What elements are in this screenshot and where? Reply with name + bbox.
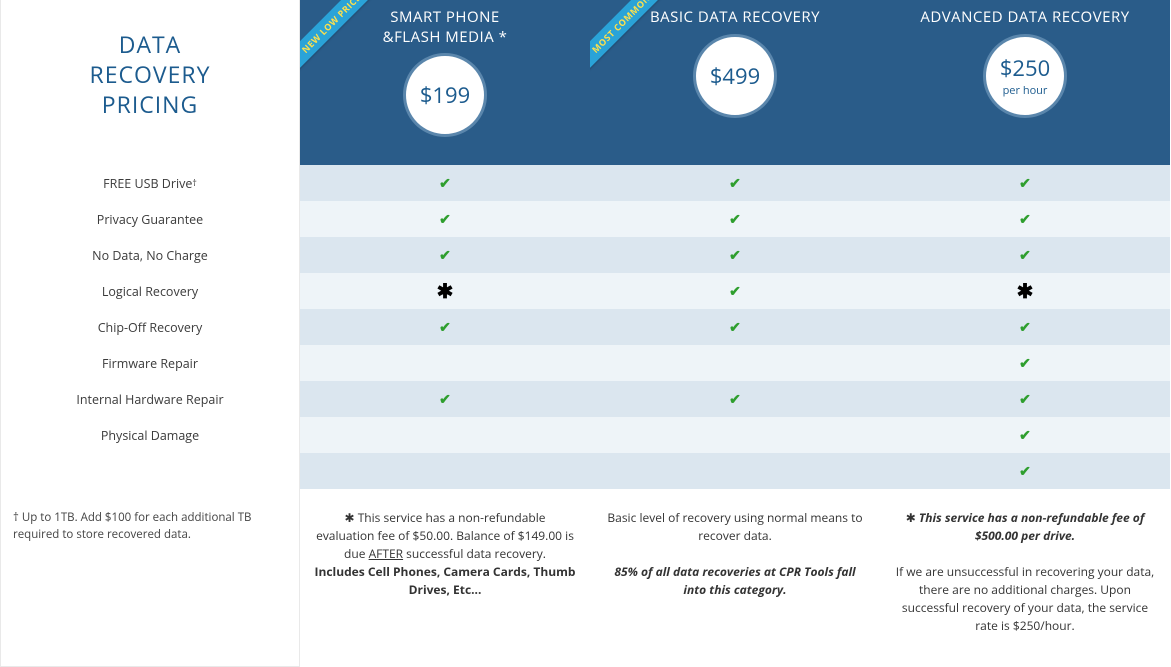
plan-title: ADVANCED DATA RECOVERY	[920, 8, 1129, 28]
feature-label: Privacy Guarantee	[1, 201, 299, 237]
feature-label: Logical Recovery	[1, 273, 299, 309]
price-amount: $499	[710, 61, 760, 91]
check-icon: ✔	[1019, 462, 1031, 481]
feature-cell: ✔	[590, 165, 880, 201]
feature-cell: ✔	[880, 309, 1170, 345]
label-footnote: † Up to 1TB. Add $100 for each additiona…	[1, 489, 299, 666]
feature-cell: ✔	[880, 453, 1170, 489]
asterisk-icon: ✱	[437, 281, 454, 301]
feature-label: FREE USB Drive †	[1, 165, 299, 201]
plan-footer: ✱ This service has a non-refundable fee …	[880, 489, 1170, 667]
feature-cell: ✔	[300, 381, 590, 417]
plan-header: ADVANCED DATA RECOVERY $250 per hour	[880, 0, 1170, 165]
check-icon: ✔	[439, 174, 451, 193]
label-column: DATARECOVERYPRICING FREE USB Drive †Priv…	[0, 0, 300, 667]
check-icon: ✔	[729, 246, 741, 265]
check-icon: ✔	[439, 318, 451, 337]
feature-rows: FREE USB Drive †Privacy GuaranteeNo Data…	[1, 165, 299, 489]
feature-label	[1, 453, 299, 489]
page-title: DATARECOVERYPRICING	[1, 0, 299, 165]
feature-cell	[590, 453, 880, 489]
feature-cell: ✔	[300, 237, 590, 273]
plan-column-advanced: ADVANCED DATA RECOVERY $250 per hour ✔ ✔ ✔…	[880, 0, 1170, 667]
plan-title: SMART PHONE&FLASH MEDIA *	[383, 8, 508, 47]
plan-header: MOST COMMON BASIC DATA RECOVERY $499	[590, 0, 880, 165]
label-footnote-text: † Up to 1TB. Add $100 for each additiona…	[13, 510, 251, 542]
check-icon: ✔	[729, 282, 741, 301]
feature-cell: ✔	[880, 237, 1170, 273]
check-icon: ✔	[1019, 390, 1031, 409]
plan-footer: ✱ This service has a non-refundable eval…	[300, 489, 590, 667]
check-icon: ✔	[1019, 318, 1031, 337]
check-icon: ✔	[729, 390, 741, 409]
price-subtext: per hour	[1003, 83, 1048, 98]
feature-cell: ✔	[590, 201, 880, 237]
price-amount: $250	[1000, 53, 1050, 83]
feature-cell: ✔	[880, 417, 1170, 453]
feature-label: Internal Hardware Repair	[1, 381, 299, 417]
feature-label: Physical Damage	[1, 417, 299, 453]
check-icon: ✔	[729, 318, 741, 337]
plan-header: NEW LOW PRICE SMART PHONE&FLASH MEDIA * …	[300, 0, 590, 165]
page-title-text: DATARECOVERYPRICING	[90, 30, 211, 120]
feature-cell: ✔	[590, 237, 880, 273]
check-icon: ✔	[729, 210, 741, 229]
feature-cell: ✔	[590, 273, 880, 309]
feature-label: No Data, No Charge	[1, 237, 299, 273]
feature-label: Firmware Repair	[1, 345, 299, 381]
feature-cell: ✔	[880, 345, 1170, 381]
feature-cell: ✔	[590, 381, 880, 417]
feature-cell	[590, 345, 880, 381]
price-circle: $499	[693, 34, 777, 118]
pricing-table: DATARECOVERYPRICING FREE USB Drive †Priv…	[0, 0, 1171, 667]
check-icon: ✔	[1019, 354, 1031, 373]
price-circle: $199	[403, 53, 487, 137]
check-icon: ✔	[1019, 174, 1031, 193]
check-icon: ✔	[1019, 210, 1031, 229]
check-icon: ✔	[1019, 246, 1031, 265]
check-icon: ✔	[439, 246, 451, 265]
feature-cell: ✔	[300, 309, 590, 345]
feature-cell	[590, 417, 880, 453]
feature-cell: ✔	[880, 201, 1170, 237]
price-circle: $250 per hour	[983, 34, 1067, 118]
feature-cell	[300, 345, 590, 381]
plan-title: BASIC DATA RECOVERY	[650, 8, 820, 28]
feature-cell: ✔	[300, 201, 590, 237]
ribbon-badge: NEW LOW PRICE	[300, 0, 384, 76]
check-icon: ✔	[729, 174, 741, 193]
plan-footer: Basic level of recovery using normal mea…	[590, 489, 880, 667]
feature-label: Chip-Off Recovery	[1, 309, 299, 345]
asterisk-icon: ✱	[1017, 281, 1034, 301]
feature-cell	[300, 417, 590, 453]
feature-cell: ✔	[300, 165, 590, 201]
feature-cell: ✔	[590, 309, 880, 345]
feature-cell: ✔	[880, 165, 1170, 201]
check-icon: ✔	[439, 210, 451, 229]
check-icon: ✔	[439, 390, 451, 409]
feature-cell: ✱	[880, 273, 1170, 309]
feature-cell: ✔	[880, 381, 1170, 417]
feature-cell: ✱	[300, 273, 590, 309]
check-icon: ✔	[1019, 426, 1031, 445]
plan-column-basic: MOST COMMON BASIC DATA RECOVERY $499 ✔ ✔ ✔…	[590, 0, 880, 667]
feature-cell	[300, 453, 590, 489]
price-amount: $199	[420, 80, 470, 110]
plan-column-smartphone: NEW LOW PRICE SMART PHONE&FLASH MEDIA * …	[300, 0, 590, 667]
